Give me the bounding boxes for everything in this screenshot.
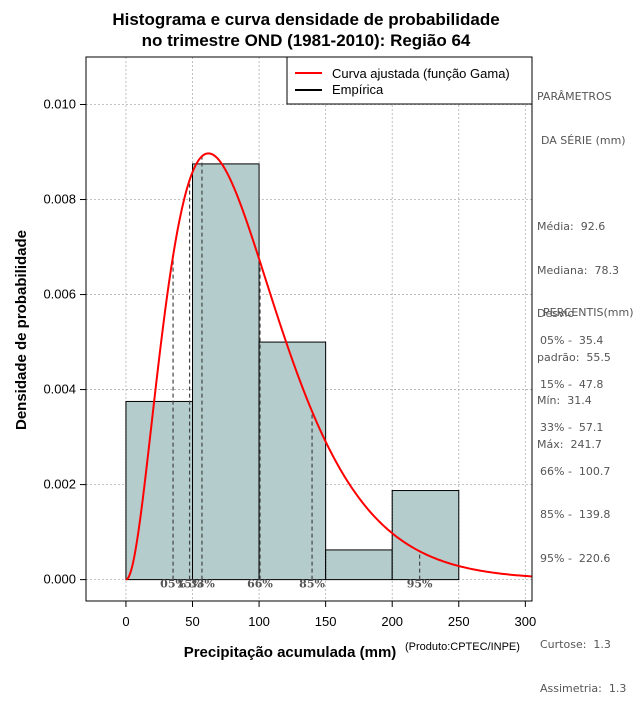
params-heading-2: DA SÉRIE (mm) [541,133,626,147]
percentis-heading: PERCENTIS(mm) [543,306,634,319]
credit-text: (Produto:CPTEC/INPE) [405,641,520,653]
percentile-lines [172,156,421,580]
stat-assimetria: Assimetria: 1.3 [540,681,627,695]
param-desvio-value: padrão: 55.5 [537,350,611,364]
y-tick-label-4: 0.008 [43,192,76,207]
percentile-label-85: 85% [299,578,325,591]
y-tick-label-2: 0.004 [43,382,76,397]
histogram-bar-5 [391,490,460,581]
legend-label-curve: Curva ajustada (função Gama) [332,66,510,81]
histogram-bar-4 [325,549,393,581]
histogram-bar-3 [258,341,327,581]
percentil-95: 95% - 220.6 [540,551,611,565]
percentil-85: 85% - 139.8 [540,508,611,521]
x-tick-label-100: 100 [248,614,270,629]
x-tick-label-250: 250 [448,614,470,629]
y-tick-label-3: 0.006 [43,287,76,302]
histogram-bars [125,163,460,581]
x-tick-label-200: 200 [381,614,403,629]
param-max: Máx: 241.7 [537,437,602,451]
params-panel: PARÂMETROS DA SÉRIE (mm) Média: 92.6 Med… [537,61,626,467]
stat-curtose: Curtose: 1.3 [540,638,611,651]
percentis-values: 05% - 35.4 15% - 47.8 33% - 57.1 66% - 1… [540,305,626,711]
x-tick-label-50: 50 [185,614,199,629]
gamma-curve [125,152,533,581]
percentis-panel: PERCENTIS(mm) [543,277,634,335]
param-media: Média: 92.6 [537,220,606,233]
param-desvio-label: Desvio [537,307,575,320]
percentile-label-15: 15% [177,578,203,591]
legend-box [286,56,533,105]
legend: Curva ajustada (função Gama) Empírica [286,56,533,105]
chart-title-line-1: Histograma e curva densidade de probabil… [112,10,499,29]
percentil-05: 05% - 35.4 [540,334,604,347]
chart-title-line-2: no trimestre OND (1981-2010): Região 64 [142,31,471,50]
percentile-label-33: 33% [189,578,215,591]
legend-label-empirical: Empírica [332,82,384,97]
percentile-label-05: 05% [160,578,186,591]
y-tick-label-0: 0.000 [43,572,76,587]
x-tick-label-0: 0 [122,614,129,629]
x-axis: 0 50 100 150 200 250 300 [122,601,536,629]
percentil-33: 33% - 57.1 [540,421,604,434]
param-min: Mín: 31.4 [537,394,592,407]
percentil-66: 66% - 100.7 [540,464,611,478]
y-axis: 0.000 0.002 0.004 0.006 0.008 0.010 [43,97,86,587]
histogram-bar-1 [125,400,194,581]
percentile-label-95: 95% [407,578,433,591]
histogram-chart: 0 50 100 150 200 250 300 0.0000.0020.0040.0060… [13,10,536,660]
param-mediana: Mediana: 78.3 [537,263,619,277]
y-tick-label-1: 0.002 [43,477,76,492]
x-tick-label-300: 300 [514,614,536,629]
percentile-label-66: 66% [247,578,273,591]
x-axis-title: Precipitação acumulada (mm) [184,644,397,660]
percentil-15: 15% - 47.8 [540,377,604,391]
y-tick-label-5: 0.010 [43,97,76,112]
params-heading-1: PARÂMETROS [537,90,612,103]
y-axis-title: Densidade de probabilidade [13,230,30,430]
x-tick-label-150: 150 [315,614,337,629]
percentile-labels: 05%15%33% 66% 85% 95% [160,578,433,591]
